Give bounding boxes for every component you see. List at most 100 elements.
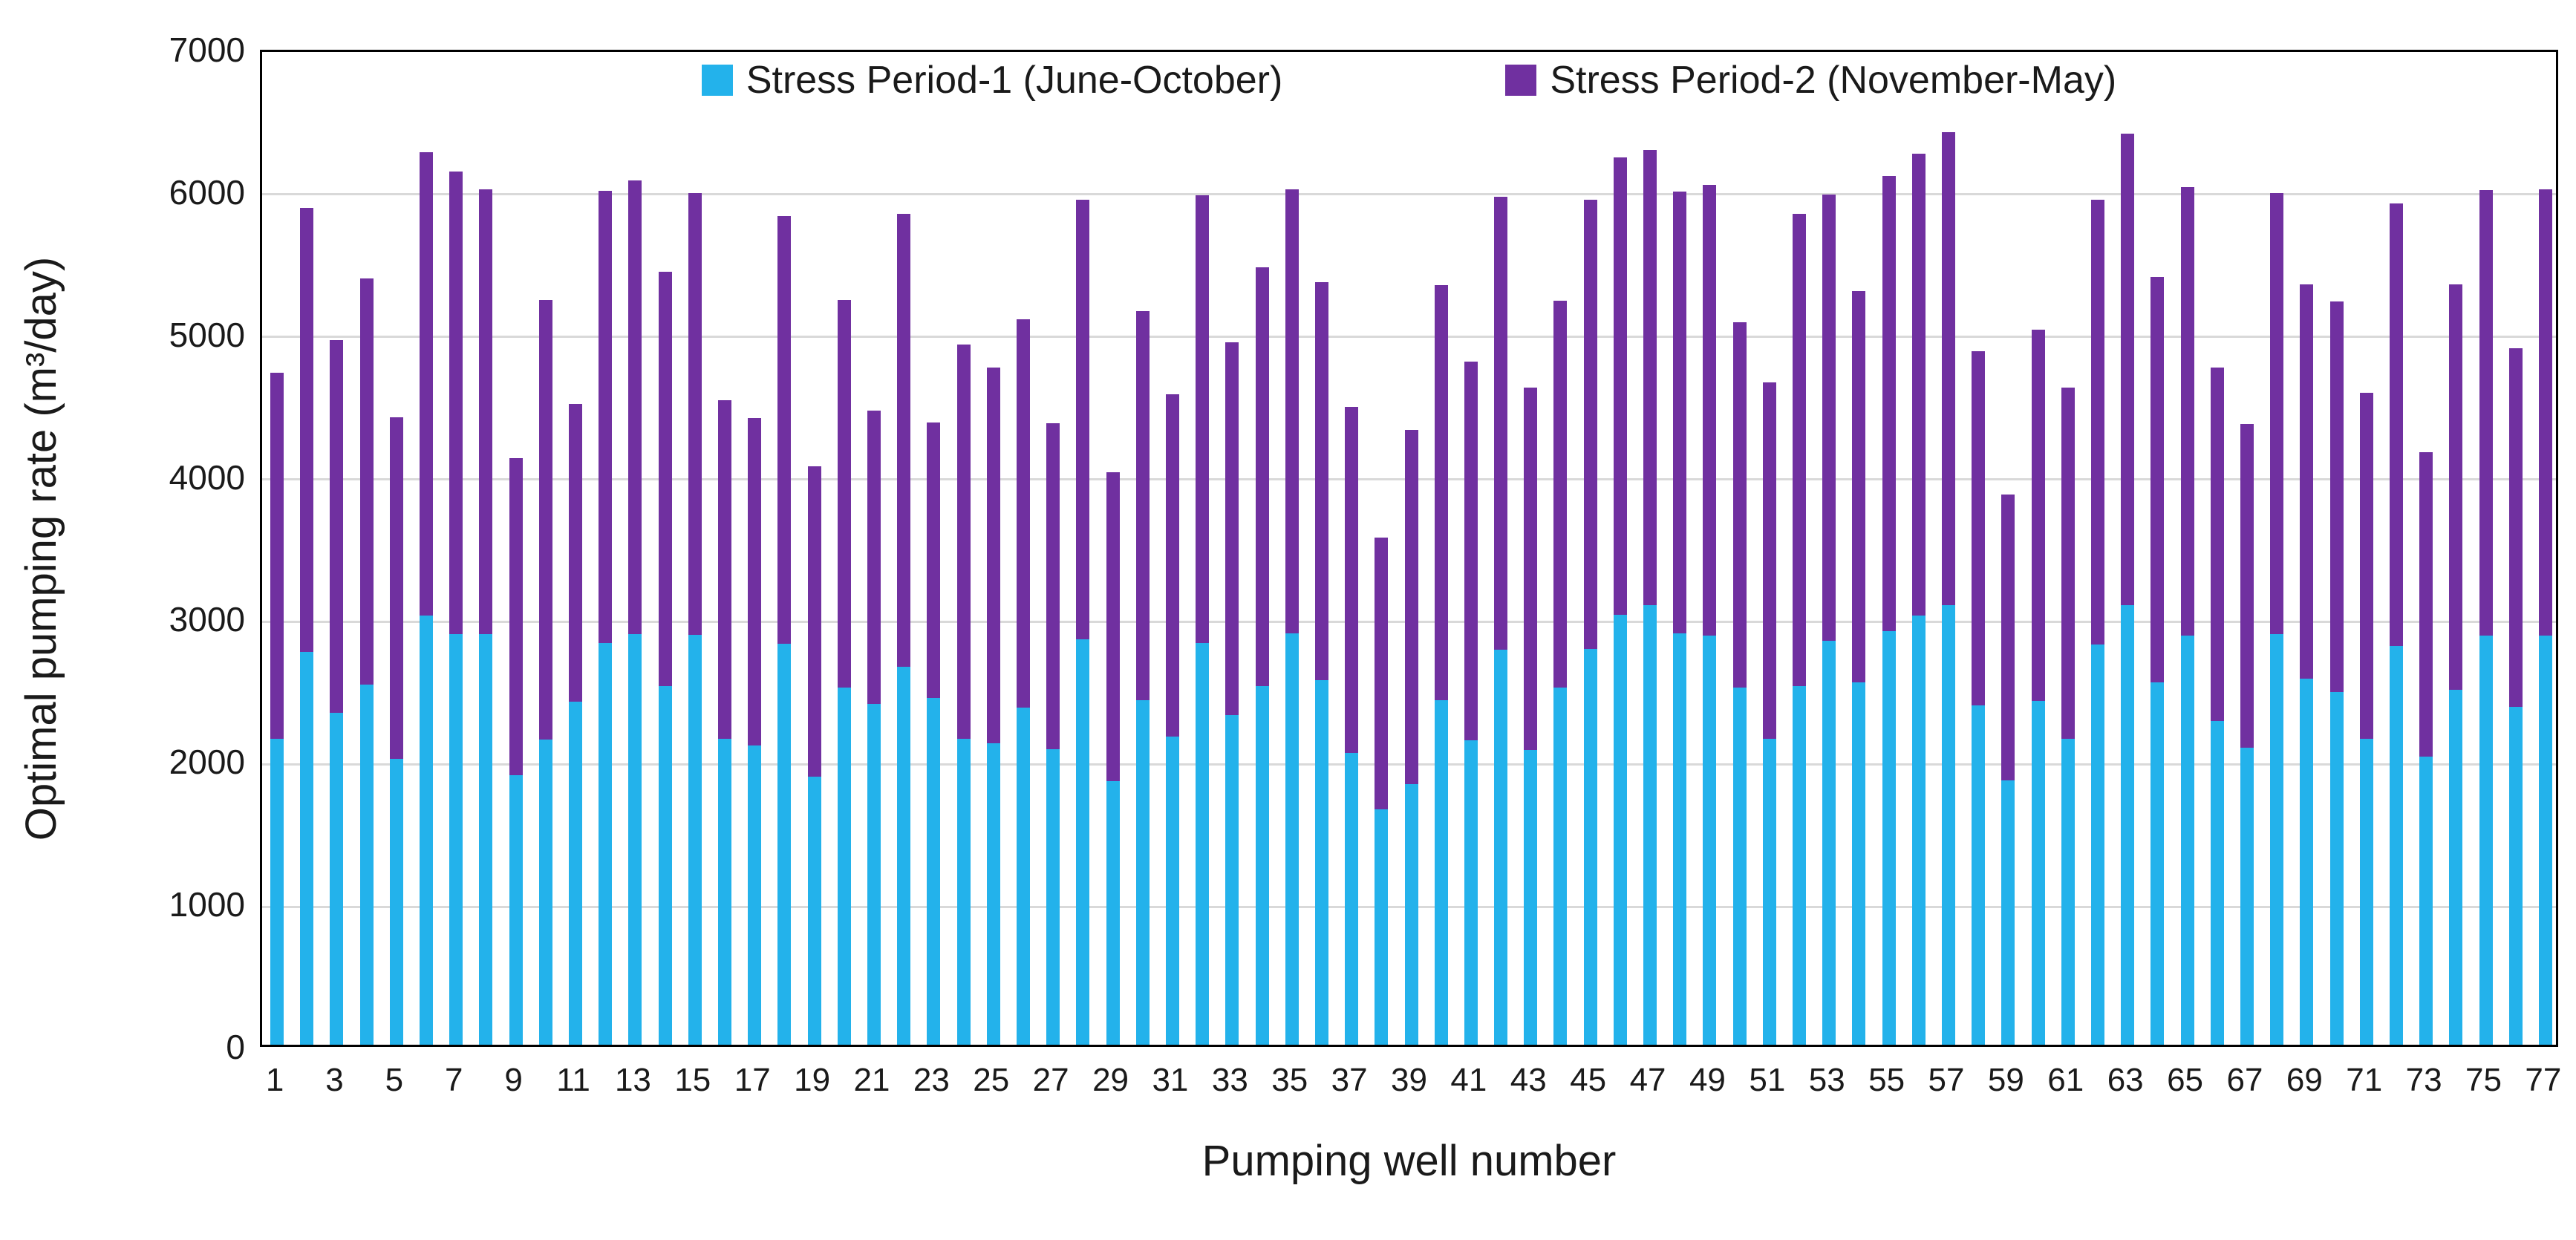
bar-well-60-sp1 [2031,700,2045,1045]
y-tick-label-6000: 6000 [169,172,245,212]
bar-well-44-sp2 [1553,300,1568,688]
bar-well-67-sp1 [2240,747,2254,1045]
bar-well-68-sp1 [2270,633,2284,1045]
bar-well-48-sp1 [1673,633,1687,1045]
bar-well-34-sp2 [1255,267,1269,687]
bar-well-21-sp1 [867,704,881,1045]
x-tick-label-15: 15 [674,1062,711,1098]
x-tick-label-37: 37 [1331,1062,1368,1098]
bar-well-23-sp2 [927,422,941,698]
bar-well-65-sp1 [2180,636,2194,1045]
x-tick-label-1: 1 [265,1062,284,1098]
bar-well-69-sp2 [2300,284,2314,679]
x-tick-label-35: 35 [1271,1062,1308,1098]
bar-well-46-sp1 [1613,614,1627,1045]
gridline-5000 [262,336,2556,339]
bar-well-61-sp1 [2061,739,2075,1045]
bar-well-37-sp1 [1345,752,1359,1045]
x-tick-label-49: 49 [1689,1062,1726,1098]
x-tick-label-7: 7 [445,1062,463,1098]
x-tick-label-61: 61 [2047,1062,2084,1098]
bar-well-52-sp1 [1793,685,1807,1045]
bar-well-46-sp2 [1613,157,1627,615]
bar-well-4-sp1 [359,684,374,1045]
bar-well-63-sp1 [2121,605,2135,1045]
y-tick-label-4000: 4000 [169,457,245,497]
bar-well-35-sp2 [1285,189,1299,633]
bar-well-26-sp1 [1016,708,1030,1045]
bar-well-25-sp1 [986,743,1000,1045]
y-tick-label-7000: 7000 [169,30,245,69]
bar-well-11-sp2 [569,403,583,702]
bar-well-77-sp1 [2538,636,2552,1045]
bar-well-13-sp2 [628,180,642,635]
x-tick-label-53: 53 [1808,1062,1845,1098]
bar-well-14-sp2 [658,272,672,687]
bar-well-70-sp2 [2329,301,2344,693]
bar-well-29-sp2 [1106,471,1120,782]
y-axis-title: Optimal pumping rate (m³/day) [17,256,65,841]
x-tick-label-51: 51 [1749,1062,1786,1098]
bar-well-49-sp1 [1703,636,1717,1045]
bar-well-62-sp1 [2090,644,2104,1045]
bar-well-44-sp1 [1553,688,1568,1045]
bar-well-6-sp1 [420,615,434,1045]
bar-well-64-sp2 [2151,276,2165,682]
bar-well-42-sp2 [1494,196,1508,650]
x-tick-label-31: 31 [1152,1062,1189,1098]
bar-well-53-sp1 [1822,641,1836,1045]
bar-well-55-sp1 [1882,630,1896,1045]
bar-well-39-sp1 [1404,783,1418,1045]
bar-well-54-sp1 [1852,682,1866,1045]
bar-well-20-sp2 [837,299,851,688]
bar-well-50-sp1 [1732,688,1747,1045]
bar-well-5-sp2 [389,417,403,760]
bar-well-28-sp2 [1076,200,1090,640]
bar-well-27-sp1 [1046,748,1060,1045]
bar-well-58-sp1 [1972,705,1986,1045]
x-tick-label-59: 59 [1987,1062,2024,1098]
bar-well-59-sp2 [2001,495,2015,781]
bar-well-23-sp1 [927,697,941,1045]
x-tick-label-65: 65 [2167,1062,2204,1098]
bar-well-41-sp1 [1464,740,1478,1045]
x-tick-label-41: 41 [1450,1062,1487,1098]
x-tick-label-33: 33 [1211,1062,1248,1098]
bar-well-72-sp2 [2389,203,2403,646]
bar-well-55-sp2 [1882,175,1896,631]
bar-well-2-sp2 [300,207,314,653]
bar-well-60-sp2 [2031,329,2045,701]
bar-well-3-sp2 [330,340,344,713]
gridline-6000 [262,193,2556,196]
bar-well-32-sp2 [1196,195,1210,643]
bar-well-57-sp2 [1942,132,1955,606]
bar-well-48-sp2 [1673,191,1687,633]
bar-well-50-sp2 [1732,322,1747,688]
bar-well-43-sp1 [1524,749,1538,1045]
bar-well-33-sp1 [1225,714,1239,1045]
bar-well-63-sp2 [2121,134,2135,606]
bar-well-17-sp1 [748,745,762,1045]
bar-well-59-sp1 [2001,780,2015,1045]
bar-well-22-sp2 [897,214,911,667]
bar-well-42-sp1 [1494,649,1508,1045]
x-tick-label-13: 13 [614,1062,651,1098]
bar-well-15-sp1 [688,635,702,1045]
x-tick-label-11: 11 [556,1062,590,1098]
bar-well-74-sp1 [2449,690,2463,1045]
bar-well-40-sp1 [1434,699,1448,1045]
bar-well-2-sp1 [300,652,314,1045]
bar-well-16-sp1 [718,739,732,1045]
x-tick-label-43: 43 [1510,1062,1547,1098]
bar-well-33-sp2 [1225,342,1239,715]
legend: Stress Period-1 (June-October) Stress Pe… [260,58,2558,102]
bar-well-61-sp2 [2061,387,2075,740]
bar-well-13-sp1 [628,634,642,1045]
y-tick-label-0: 0 [226,1028,245,1066]
x-axis-title: Pumping well number [1201,1137,1617,1185]
bar-well-40-sp2 [1434,285,1448,700]
legend-label-sp2: Stress Period-2 (November-May) [1550,59,2117,102]
bar-well-38-sp2 [1375,538,1389,810]
bar-well-24-sp2 [956,345,971,740]
legend-item-sp2: Stress Period-2 (November-May) [1505,58,2116,102]
